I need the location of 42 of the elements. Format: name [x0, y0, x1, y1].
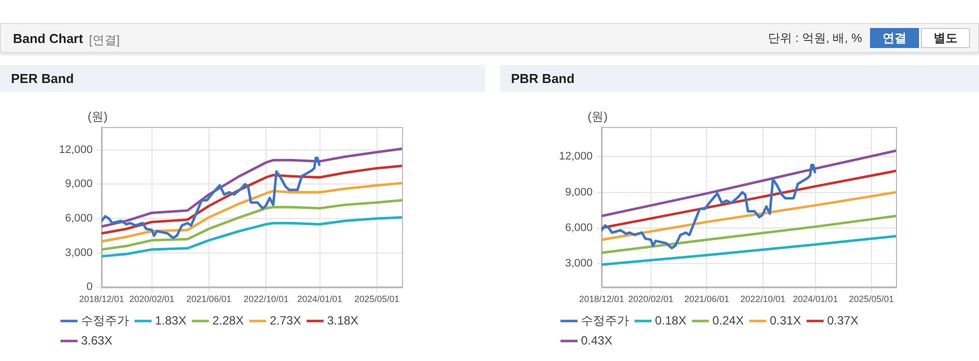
legend-label: 0.37X — [827, 313, 858, 328]
legend-label: 3.18X — [327, 313, 358, 328]
x-tick-label: 2018/12/01 — [79, 294, 124, 304]
x-tick-label: 2022/10/01 — [244, 294, 289, 304]
y-tick-label: 3,000 — [65, 246, 93, 259]
y-tick-label: 6,000 — [565, 222, 593, 234]
x-tick-label: 2024/01/01 — [297, 294, 342, 304]
y-tick-label: 12,000 — [558, 150, 593, 163]
legend-label: 2.73X — [270, 313, 302, 328]
x-tick-label: 2021/06/01 — [684, 294, 730, 304]
toggle-button[interactable]: 연결 — [870, 28, 919, 48]
legend-label: 2.28X — [212, 313, 244, 328]
legend-label: 수정주가 — [81, 313, 129, 328]
y-axis-title: (원) — [588, 109, 608, 124]
legend-label: 0.18X — [655, 313, 686, 328]
legend-label: 0.24X — [712, 313, 744, 328]
legend-label: 0.31X — [770, 313, 802, 328]
chart-title: PER Band — [0, 65, 485, 92]
y-tick-label: 12,000 — [58, 144, 93, 156]
legend-label: 수정주가 — [581, 313, 629, 328]
y-tick-label: 3,000 — [565, 258, 593, 270]
x-tick-label: 2024/01/01 — [792, 294, 838, 304]
y-axis-title: (원) — [88, 109, 108, 124]
text: [연결] — [89, 32, 120, 49]
chart-title: PBR Band — [500, 65, 979, 92]
y-tick-label: 6,000 — [65, 212, 93, 225]
toggle-button[interactable]: 별도 — [921, 28, 970, 48]
legend-label: 0.43X — [581, 333, 612, 348]
x-tick-label: 2025/05/01 — [848, 294, 894, 304]
legend-label: 3.63X — [81, 333, 112, 348]
text: Band Chart — [13, 31, 84, 46]
x-tick-label: 2018/12/01 — [579, 294, 624, 304]
text: 단위 : 억원, 배, % — [768, 30, 862, 46]
legend-label: 1.83X — [155, 313, 186, 328]
x-tick-label: 2021/06/01 — [186, 294, 232, 304]
x-tick-label: 2022/10/01 — [740, 294, 786, 304]
x-tick-label: 2020/02/01 — [129, 294, 174, 304]
y-tick-label: 9,000 — [65, 178, 93, 190]
y-tick-label: 0 — [86, 281, 93, 294]
x-tick-label: 2020/02/01 — [628, 294, 674, 304]
y-tick-label: 9,000 — [565, 186, 593, 198]
x-tick-label: 2025/05/01 — [354, 294, 400, 304]
